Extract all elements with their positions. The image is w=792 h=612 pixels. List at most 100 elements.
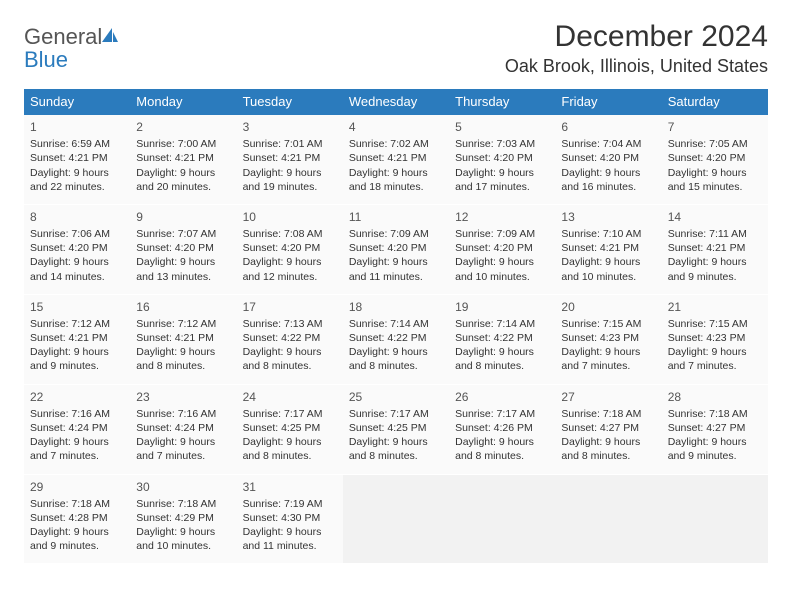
sunrise-line: Sunrise: 7:12 AM xyxy=(136,317,230,331)
day-number: 17 xyxy=(243,299,337,315)
daylight-line: Daylight: 9 hours and 7 minutes. xyxy=(30,435,124,463)
daylight-line: Daylight: 9 hours and 20 minutes. xyxy=(136,166,230,194)
calendar-day: 2Sunrise: 7:00 AMSunset: 4:21 PMDaylight… xyxy=(130,115,236,205)
calendar-day: 17Sunrise: 7:13 AMSunset: 4:22 PMDayligh… xyxy=(237,294,343,384)
calendar-day: 24Sunrise: 7:17 AMSunset: 4:25 PMDayligh… xyxy=(237,384,343,474)
sunrise-line: Sunrise: 7:17 AM xyxy=(349,407,443,421)
sunset-line: Sunset: 4:22 PM xyxy=(349,331,443,345)
sunrise-line: Sunrise: 7:18 AM xyxy=(668,407,762,421)
day-number: 9 xyxy=(136,209,230,225)
sunset-line: Sunset: 4:24 PM xyxy=(30,421,124,435)
sunrise-line: Sunrise: 7:00 AM xyxy=(136,137,230,151)
sunset-line: Sunset: 4:30 PM xyxy=(243,511,337,525)
calendar-day: 8Sunrise: 7:06 AMSunset: 4:20 PMDaylight… xyxy=(24,204,130,294)
daylight-line: Daylight: 9 hours and 18 minutes. xyxy=(349,166,443,194)
daylight-line: Daylight: 9 hours and 10 minutes. xyxy=(455,255,549,283)
day-number: 10 xyxy=(243,209,337,225)
sunrise-line: Sunrise: 7:15 AM xyxy=(561,317,655,331)
day-number: 21 xyxy=(668,299,762,315)
daylight-line: Daylight: 9 hours and 13 minutes. xyxy=(136,255,230,283)
sunset-line: Sunset: 4:23 PM xyxy=(561,331,655,345)
daylight-line: Daylight: 9 hours and 15 minutes. xyxy=(668,166,762,194)
calendar-day: 30Sunrise: 7:18 AMSunset: 4:29 PMDayligh… xyxy=(130,474,236,564)
calendar-empty xyxy=(662,474,768,564)
sunrise-line: Sunrise: 7:12 AM xyxy=(30,317,124,331)
calendar-day: 26Sunrise: 7:17 AMSunset: 4:26 PMDayligh… xyxy=(449,384,555,474)
day-header: Wednesday xyxy=(343,89,449,115)
day-number: 18 xyxy=(349,299,443,315)
calendar-day: 12Sunrise: 7:09 AMSunset: 4:20 PMDayligh… xyxy=(449,204,555,294)
title-block: December 2024 Oak Brook, Illinois, Unite… xyxy=(505,20,768,77)
day-number: 27 xyxy=(561,389,655,405)
sunrise-line: Sunrise: 7:18 AM xyxy=(30,497,124,511)
sunrise-line: Sunrise: 7:17 AM xyxy=(455,407,549,421)
day-header: Tuesday xyxy=(237,89,343,115)
calendar-day: 16Sunrise: 7:12 AMSunset: 4:21 PMDayligh… xyxy=(130,294,236,384)
calendar-week: 15Sunrise: 7:12 AMSunset: 4:21 PMDayligh… xyxy=(24,294,768,384)
daylight-line: Daylight: 9 hours and 8 minutes. xyxy=(561,435,655,463)
calendar-week: 8Sunrise: 7:06 AMSunset: 4:20 PMDaylight… xyxy=(24,204,768,294)
sunset-line: Sunset: 4:21 PM xyxy=(30,331,124,345)
sunset-line: Sunset: 4:22 PM xyxy=(455,331,549,345)
daylight-line: Daylight: 9 hours and 19 minutes. xyxy=(243,166,337,194)
calendar-day: 21Sunrise: 7:15 AMSunset: 4:23 PMDayligh… xyxy=(662,294,768,384)
sunrise-line: Sunrise: 7:19 AM xyxy=(243,497,337,511)
logo-sail-icon xyxy=(100,26,120,44)
day-number: 2 xyxy=(136,119,230,135)
sunset-line: Sunset: 4:21 PM xyxy=(561,241,655,255)
daylight-line: Daylight: 9 hours and 8 minutes. xyxy=(136,345,230,373)
sunrise-line: Sunrise: 7:09 AM xyxy=(455,227,549,241)
sunset-line: Sunset: 4:20 PM xyxy=(136,241,230,255)
sunrise-line: Sunrise: 7:07 AM xyxy=(136,227,230,241)
sunset-line: Sunset: 4:20 PM xyxy=(243,241,337,255)
sunset-line: Sunset: 4:21 PM xyxy=(136,331,230,345)
sunrise-line: Sunrise: 7:16 AM xyxy=(136,407,230,421)
sunset-line: Sunset: 4:21 PM xyxy=(668,241,762,255)
sunrise-line: Sunrise: 6:59 AM xyxy=(30,137,124,151)
calendar-day: 15Sunrise: 7:12 AMSunset: 4:21 PMDayligh… xyxy=(24,294,130,384)
daylight-line: Daylight: 9 hours and 10 minutes. xyxy=(561,255,655,283)
day-number: 30 xyxy=(136,479,230,495)
sunset-line: Sunset: 4:25 PM xyxy=(349,421,443,435)
day-number: 22 xyxy=(30,389,124,405)
day-number: 19 xyxy=(455,299,549,315)
sunrise-line: Sunrise: 7:01 AM xyxy=(243,137,337,151)
calendar-week: 29Sunrise: 7:18 AMSunset: 4:28 PMDayligh… xyxy=(24,474,768,564)
calendar-empty xyxy=(343,474,449,564)
calendar-day: 13 Sunrise: 7:10 AMSunset: 4:21 PMDayligh… xyxy=(555,204,661,294)
calendar-day: 23Sunrise: 7:16 AMSunset: 4:24 PMDayligh… xyxy=(130,384,236,474)
sunset-line: Sunset: 4:20 PM xyxy=(561,151,655,165)
sunset-line: Sunset: 4:29 PM xyxy=(136,511,230,525)
day-number: 15 xyxy=(30,299,124,315)
daylight-line: Daylight: 9 hours and 8 minutes. xyxy=(349,345,443,373)
sunrise-line: Sunrise: 7:06 AM xyxy=(30,227,124,241)
day-number: 11 xyxy=(349,209,443,225)
day-number: 6 xyxy=(561,119,655,135)
logo-text-blue: Blue xyxy=(24,47,68,72)
calendar-table: SundayMondayTuesdayWednesdayThursdayFrid… xyxy=(24,89,768,564)
daylight-line: Daylight: 9 hours and 16 minutes. xyxy=(561,166,655,194)
daylight-line: Daylight: 9 hours and 11 minutes. xyxy=(243,525,337,553)
sunrise-line: Sunrise: 7:13 AM xyxy=(243,317,337,331)
sunrise-line: Sunrise: 7:17 AM xyxy=(243,407,337,421)
sunrise-line: Sunrise: 7:02 AM xyxy=(349,137,443,151)
day-number: 23 xyxy=(136,389,230,405)
calendar-day: 19Sunrise: 7:14 AMSunset: 4:22 PMDayligh… xyxy=(449,294,555,384)
day-number: 7 xyxy=(668,119,762,135)
sunrise-line: Sunrise: 7:10 AM xyxy=(561,227,655,241)
daylight-line: Daylight: 9 hours and 8 minutes. xyxy=(349,435,443,463)
daylight-line: Daylight: 9 hours and 8 minutes. xyxy=(455,435,549,463)
sunrise-line: Sunrise: 7:08 AM xyxy=(243,227,337,241)
daylight-line: Daylight: 9 hours and 10 minutes. xyxy=(136,525,230,553)
day-header: Sunday xyxy=(24,89,130,115)
calendar-day: 11Sunrise: 7:09 AMSunset: 4:20 PMDayligh… xyxy=(343,204,449,294)
day-number: 13 xyxy=(561,209,655,225)
sunrise-line: Sunrise: 7:11 AM xyxy=(668,227,762,241)
calendar-empty xyxy=(449,474,555,564)
calendar-day: 18Sunrise: 7:14 AMSunset: 4:22 PMDayligh… xyxy=(343,294,449,384)
sunset-line: Sunset: 4:21 PM xyxy=(349,151,443,165)
calendar-day: 1Sunrise: 6:59 AMSunset: 4:21 PMDaylight… xyxy=(24,115,130,205)
logo: General Blue xyxy=(24,26,120,72)
location: Oak Brook, Illinois, United States xyxy=(505,56,768,77)
daylight-line: Daylight: 9 hours and 7 minutes. xyxy=(561,345,655,373)
